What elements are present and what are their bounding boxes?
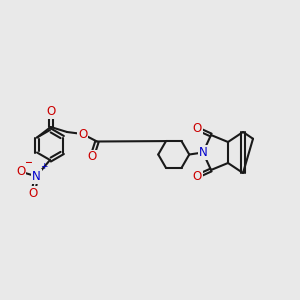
Text: O: O (193, 122, 202, 135)
Text: O: O (87, 151, 97, 164)
Text: O: O (193, 170, 202, 183)
Text: O: O (16, 165, 26, 178)
Text: O: O (78, 128, 87, 140)
Text: N: N (32, 170, 40, 183)
Text: +: + (40, 162, 47, 171)
Text: −: − (25, 158, 33, 167)
Text: O: O (46, 105, 56, 118)
Text: O: O (28, 187, 38, 200)
Text: N: N (199, 146, 207, 159)
